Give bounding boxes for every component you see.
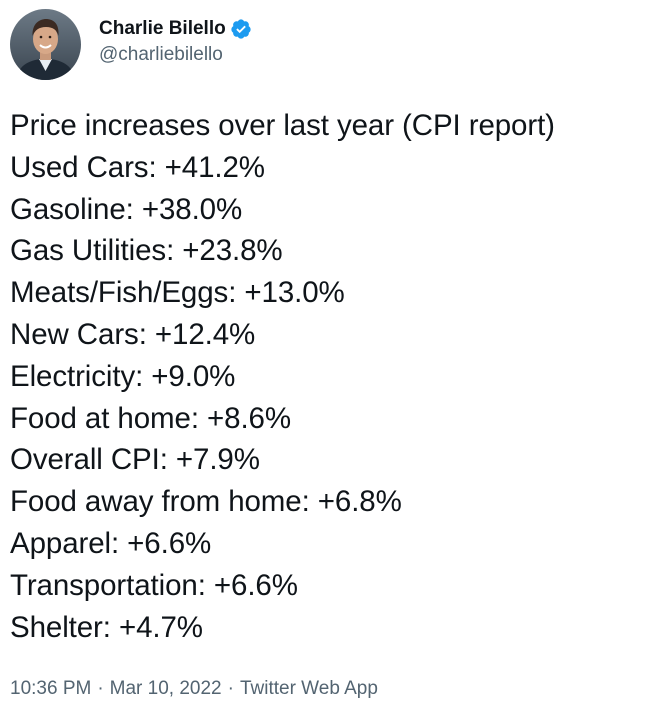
tweet-metadata: 10:36 PM · Mar 10, 2022 · Twitter Web App (10, 676, 378, 702)
author-display-name[interactable]: Charlie Bilello (99, 18, 226, 39)
tweet-line: Price increases over last year (CPI repo… (10, 109, 555, 142)
avatar-photo (10, 8, 81, 80)
author-info: Charlie Bilello @charliebilello (99, 17, 252, 67)
tweet-line: Food away from home: +6.8% (10, 485, 402, 519)
tweet-line: Meats/Fish/Eggs: +13.0% (10, 276, 345, 310)
tweet-text: Price increases over last year (CPI repo… (10, 105, 660, 648)
name-row: Charlie Bilello (99, 17, 252, 41)
tweet-line: Overall CPI: +7.9% (10, 443, 260, 477)
avatar[interactable] (10, 8, 81, 80)
tweet-line: Used Cars: +41.2% (10, 150, 265, 184)
verified-badge-icon (230, 18, 252, 40)
tweet-line: Electricity: +9.0% (10, 359, 236, 393)
tweet-line: Apparel: +6.6% (10, 526, 212, 560)
separator-dot: · (97, 678, 104, 699)
separator-dot: · (227, 678, 234, 699)
author-handle[interactable]: @charliebilello (99, 44, 223, 65)
tweet-line: Gas Utilities: +23.8% (10, 234, 283, 268)
tweet-header: Charlie Bilello @charliebilello (10, 8, 252, 80)
tweet-time-link[interactable]: 10:36 PM (10, 678, 92, 699)
tweet-source-link[interactable]: Twitter Web App (239, 678, 378, 699)
tweet-line: Shelter: +4.7% (10, 610, 203, 644)
tweet-date-link[interactable]: Mar 10, 2022 (109, 678, 222, 699)
tweet-line: Food at home: +8.6% (10, 401, 291, 435)
tweet-line: Gasoline: +38.0% (10, 192, 243, 226)
tweet-line: Transportation: +6.6% (10, 568, 298, 602)
tweet-line: New Cars: +12.4% (10, 317, 256, 351)
